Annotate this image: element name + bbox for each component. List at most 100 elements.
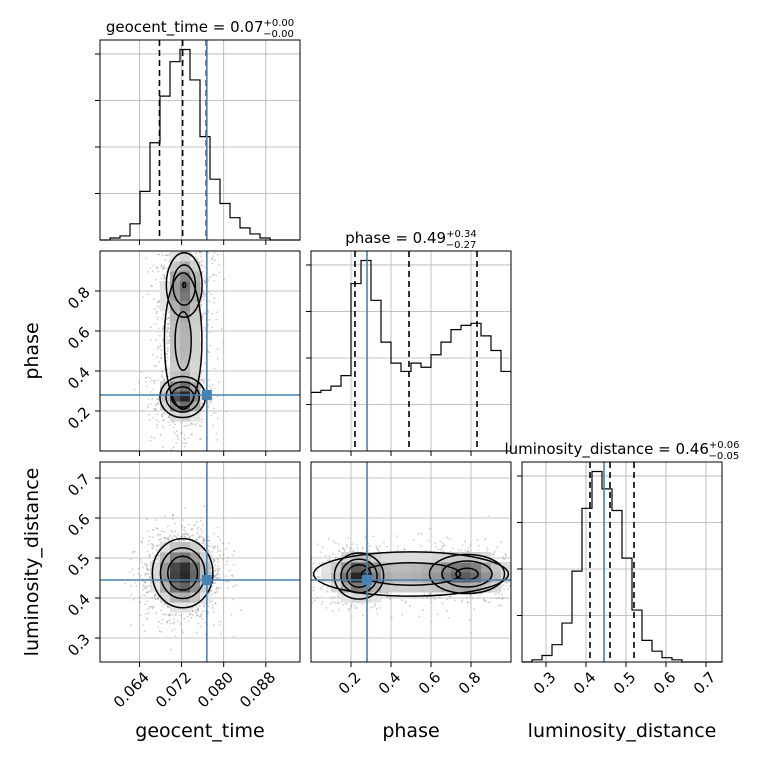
x-axis-label-geocent_time: geocent_time bbox=[135, 720, 264, 742]
sample-point bbox=[469, 544, 472, 547]
sample-point bbox=[168, 424, 171, 427]
sample-point bbox=[149, 267, 152, 270]
sample-point bbox=[212, 560, 215, 563]
sample-point bbox=[157, 558, 159, 561]
sample-point bbox=[196, 538, 199, 541]
sample-point bbox=[198, 424, 201, 427]
sample-point bbox=[143, 630, 146, 633]
sample-point bbox=[200, 387, 203, 389]
density-cell bbox=[160, 281, 171, 292]
sample-point bbox=[156, 398, 158, 400]
sample-point bbox=[200, 613, 203, 616]
sample-point bbox=[208, 403, 211, 406]
sample-point bbox=[349, 550, 352, 553]
density-cell bbox=[331, 572, 342, 583]
sample-point bbox=[146, 293, 149, 296]
sample-point bbox=[156, 267, 159, 270]
density-cell bbox=[200, 582, 211, 593]
sample-point bbox=[161, 414, 163, 417]
sample-point bbox=[429, 592, 432, 595]
sample-point bbox=[500, 604, 503, 607]
sample-point bbox=[210, 257, 213, 260]
density-cell bbox=[371, 562, 382, 573]
density-cell bbox=[491, 572, 502, 583]
sample-point bbox=[202, 291, 205, 294]
sample-point bbox=[152, 605, 155, 608]
sample-point bbox=[202, 549, 205, 552]
y-axis-label-luminosity_distance: luminosity_distance bbox=[21, 468, 43, 657]
sample-point bbox=[146, 385, 148, 388]
sample-point bbox=[147, 573, 149, 576]
sample-point bbox=[442, 544, 445, 547]
sample-point bbox=[214, 570, 217, 573]
density-cell bbox=[150, 572, 161, 583]
sample-point bbox=[160, 540, 163, 542]
sample-point bbox=[156, 316, 159, 319]
sample-point bbox=[321, 586, 323, 589]
sample-point bbox=[207, 545, 210, 547]
sample-point bbox=[152, 529, 155, 532]
sample-point bbox=[173, 621, 176, 624]
x-tick-label-luminosity_distance: 0.7 bbox=[690, 668, 720, 698]
sample-point bbox=[155, 339, 158, 341]
sample-point bbox=[134, 581, 137, 584]
sample-point bbox=[191, 534, 193, 536]
sample-point bbox=[501, 593, 503, 596]
density-cell bbox=[501, 562, 511, 573]
sample-point bbox=[493, 550, 496, 553]
sample-point bbox=[154, 323, 157, 325]
density-cell bbox=[180, 361, 191, 372]
density-cell bbox=[431, 562, 442, 573]
sample-point bbox=[202, 604, 205, 607]
density-cell bbox=[170, 301, 181, 312]
sample-point bbox=[191, 528, 193, 531]
sample-point bbox=[165, 342, 168, 345]
density-cell bbox=[160, 562, 171, 573]
sample-point bbox=[144, 562, 147, 565]
panel-frame bbox=[521, 461, 723, 663]
sample-point bbox=[162, 313, 165, 316]
sample-point bbox=[356, 543, 359, 546]
contour-1 bbox=[428, 553, 506, 595]
panel-phase-luminosity_distance bbox=[311, 514, 511, 635]
sample-point bbox=[316, 575, 319, 578]
sample-point bbox=[151, 547, 154, 550]
sample-point bbox=[211, 545, 214, 548]
sample-point bbox=[210, 414, 213, 417]
sample-point bbox=[155, 549, 158, 552]
sample-point bbox=[148, 418, 151, 421]
sample-point bbox=[154, 404, 157, 407]
panel-frame bbox=[99, 250, 301, 452]
sample-point bbox=[374, 604, 377, 607]
sample-point bbox=[215, 577, 218, 580]
sample-point bbox=[223, 278, 225, 281]
sample-point bbox=[191, 609, 194, 612]
sample-point bbox=[146, 616, 149, 619]
sample-point bbox=[313, 599, 316, 602]
sample-point bbox=[177, 533, 179, 536]
sample-point bbox=[130, 585, 132, 588]
sample-point bbox=[196, 608, 199, 611]
sample-point bbox=[217, 587, 220, 590]
x-axis-label-luminosity_distance: luminosity_distance bbox=[528, 720, 717, 742]
sample-point bbox=[197, 609, 200, 612]
sample-point bbox=[228, 580, 231, 583]
sample-point bbox=[172, 514, 174, 517]
sample-point bbox=[201, 618, 204, 620]
sample-point bbox=[216, 439, 219, 441]
sample-point bbox=[217, 253, 219, 256]
sample-point bbox=[401, 613, 403, 616]
sample-point bbox=[214, 411, 217, 414]
sample-point bbox=[146, 376, 149, 379]
sample-point bbox=[146, 608, 149, 611]
sample-point bbox=[492, 553, 495, 556]
sample-point bbox=[337, 543, 340, 545]
sample-point bbox=[333, 595, 336, 598]
sample-point bbox=[141, 537, 144, 540]
density-cell bbox=[180, 291, 191, 302]
sample-point bbox=[162, 266, 165, 269]
sample-point bbox=[187, 424, 190, 427]
sample-point bbox=[233, 584, 236, 587]
sample-point bbox=[339, 592, 342, 595]
sample-point bbox=[203, 362, 206, 365]
